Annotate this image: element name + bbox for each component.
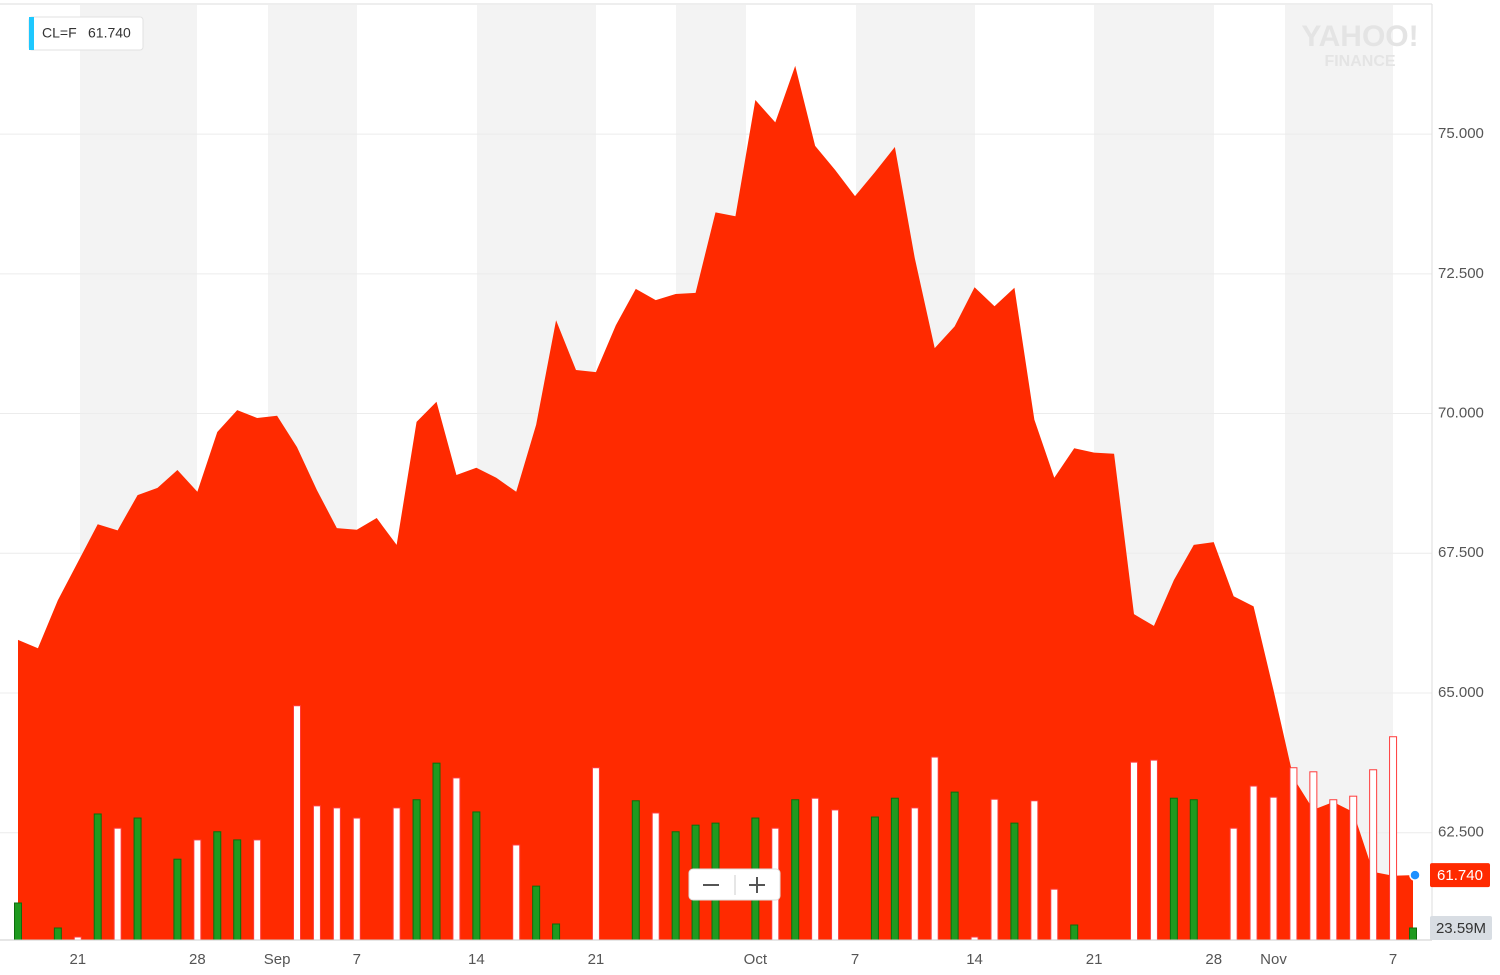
volume-bar xyxy=(651,812,660,941)
x-tick-label: 28 xyxy=(1205,951,1222,968)
y-tick-label: 72.500 xyxy=(1438,265,1484,282)
x-tick-label: Sep xyxy=(264,951,291,968)
volume-bar xyxy=(472,811,481,941)
price-tags: 61.740 23.59M xyxy=(1409,863,1492,941)
volume-bar xyxy=(1249,785,1258,941)
volume-bar xyxy=(1050,888,1059,941)
volume-bar xyxy=(591,767,600,941)
volume-tag xyxy=(1430,916,1492,941)
volume-bar xyxy=(631,800,640,941)
volume-bar xyxy=(811,797,820,941)
volume-bar xyxy=(1409,927,1417,941)
volume-bar xyxy=(1010,822,1019,941)
legend: CL=F 61.740 xyxy=(28,16,144,51)
volume-bar xyxy=(1289,767,1298,941)
volume-bar xyxy=(831,809,840,941)
x-tick-label: 14 xyxy=(966,951,983,968)
volume-bar xyxy=(512,844,521,941)
x-tick-label: 28 xyxy=(189,951,206,968)
legend-swatch xyxy=(29,17,34,50)
y-tick-label: 75.000 xyxy=(1438,125,1484,142)
volume-bar xyxy=(532,885,541,941)
x-tick-label: 14 xyxy=(468,951,485,968)
x-tick-label: 7 xyxy=(851,951,859,968)
volume-bar xyxy=(930,756,939,941)
volume-bar xyxy=(990,798,999,941)
volume-bar xyxy=(113,827,122,941)
y-tick-label: 67.500 xyxy=(1438,544,1484,561)
legend-symbol: CL=F xyxy=(42,25,77,41)
x-tick-label: 7 xyxy=(1389,951,1397,968)
last-point xyxy=(1409,869,1421,881)
volume-bar xyxy=(910,807,919,941)
x-tick-label: 21 xyxy=(69,951,86,968)
legend-price: 61.740 xyxy=(88,25,131,41)
volume-bar xyxy=(1229,827,1238,941)
volume-bar xyxy=(392,807,401,941)
volume-bar xyxy=(1149,759,1158,941)
y-tick-label: 65.000 xyxy=(1438,684,1484,701)
volume-bar xyxy=(1030,800,1039,941)
volume-bar xyxy=(293,705,301,941)
volume-bar xyxy=(352,817,361,941)
volume-bar xyxy=(1189,799,1198,941)
volume-bar xyxy=(1349,795,1358,941)
volume-bar xyxy=(412,799,421,941)
price-tag-label: 61.740 xyxy=(1437,867,1483,884)
volume-bar xyxy=(14,902,22,941)
plot xyxy=(18,65,1413,941)
zoom-control[interactable] xyxy=(688,868,781,901)
volume-bar xyxy=(53,927,62,941)
watermark: YAHOO! xyxy=(1301,20,1418,53)
volume-bar xyxy=(312,805,321,941)
x-tick-label: 7 xyxy=(353,951,361,968)
volume-bar xyxy=(890,797,899,941)
volume-bar xyxy=(552,923,561,941)
price-area xyxy=(18,65,1413,941)
volume-bar xyxy=(1070,924,1079,941)
volume-bar xyxy=(950,791,959,941)
volume-bar xyxy=(1309,771,1318,941)
volume-bar xyxy=(870,816,879,941)
volume-bar xyxy=(1130,761,1138,941)
volume-bar xyxy=(1269,796,1278,941)
volume-bar xyxy=(791,799,800,941)
price-tag xyxy=(1430,863,1490,888)
volume-bar xyxy=(332,807,341,941)
volume-bar xyxy=(93,813,102,941)
volume-tag-label: 23.59M xyxy=(1436,920,1486,937)
x-tick-label: Nov xyxy=(1260,951,1287,968)
x-tick-label: Oct xyxy=(744,951,768,968)
volume-bar xyxy=(1369,769,1378,941)
volume-bar xyxy=(1329,799,1338,941)
volume-bar xyxy=(1169,797,1178,941)
volume-bar xyxy=(1389,736,1398,941)
y-tick-label: 70.000 xyxy=(1438,405,1484,422)
y-tick-label: 62.500 xyxy=(1438,824,1484,841)
watermark: FINANCE xyxy=(1324,53,1395,70)
volume-bar xyxy=(253,839,262,941)
volume-bar xyxy=(671,831,680,941)
volume-bar xyxy=(193,839,202,941)
volume-bar xyxy=(452,777,461,941)
volume-bar xyxy=(432,762,441,941)
volume-bar xyxy=(213,831,222,941)
volume-bar xyxy=(133,817,142,941)
volume-bar xyxy=(173,858,182,941)
x-tick-label: 21 xyxy=(1086,951,1103,968)
x-tick-label: 21 xyxy=(588,951,605,968)
volume-bar xyxy=(233,839,242,941)
